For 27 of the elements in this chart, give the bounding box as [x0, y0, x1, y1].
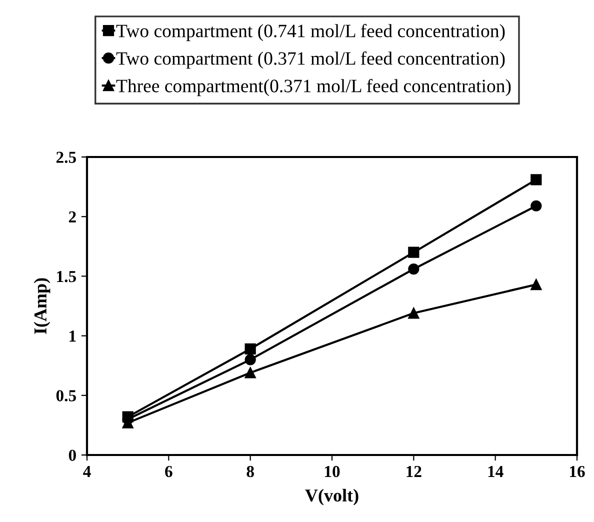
point [244, 354, 256, 366]
point [408, 263, 420, 275]
x-tick-label: 4 [83, 466, 91, 477]
x-tick-label: 12 [406, 466, 422, 477]
legend-label: Two compartment (0.371 mol/L feed concentration) [116, 51, 505, 69]
point [408, 246, 420, 258]
x-tick-label: 10 [325, 466, 340, 478]
point [408, 308, 420, 319]
x-axis-title: V(volt) [305, 488, 358, 506]
point [530, 174, 542, 186]
point [244, 343, 256, 354]
y-tick-label: 2.5 [56, 152, 76, 164]
y-tick-label: 1.5 [57, 270, 76, 282]
point [530, 200, 542, 212]
y-tick-label: 2 [68, 211, 76, 222]
y-tick-label: 0 [68, 450, 76, 461]
x-tick-label: 8 [246, 466, 254, 478]
y-tick-label: 0.5 [56, 390, 76, 402]
x-tick-label: 16 [570, 466, 585, 478]
legend-label: Three compartment(0.371 mol/L feed concentration) [116, 78, 511, 96]
y-tick-label: 1 [70, 330, 76, 342]
legend-label: Two compartment (0.741 mol/L feed concentration) [116, 24, 505, 42]
point [244, 367, 256, 378]
y-axis-title: I(Amp) [34, 278, 50, 334]
x-tick-label: 6 [165, 466, 172, 478]
point [530, 278, 542, 290]
x-tick-label: 14 [488, 466, 504, 477]
